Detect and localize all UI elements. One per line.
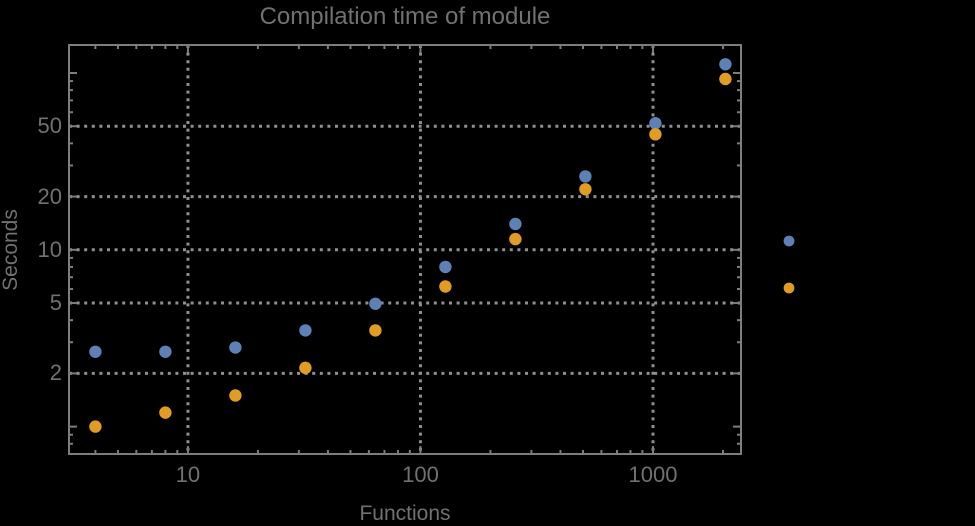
data-point-orange: [89, 420, 102, 433]
chart-title: Compilation time of module: [259, 3, 551, 30]
y-tick-label: 50: [37, 113, 62, 139]
data-point-blue: [439, 260, 452, 274]
x-tick-label: 10: [175, 462, 201, 487]
legend-marker-2: [783, 282, 795, 294]
data-point-blue: [719, 58, 732, 71]
data-point-orange: [369, 324, 382, 337]
x-axis-label: Functions: [359, 502, 451, 525]
data-point-orange: [439, 280, 452, 293]
data-point-orange: [299, 361, 312, 375]
y-tick-label: 5: [49, 290, 62, 316]
data-point-orange: [159, 406, 172, 419]
data-point-blue: [369, 297, 382, 311]
data-point-orange: [719, 72, 732, 86]
y-tick-label: 20: [37, 183, 62, 209]
data-point-blue: [579, 170, 592, 183]
data-point-blue: [159, 345, 172, 358]
data-point-orange: [509, 232, 522, 246]
x-tick-label: 1000: [628, 462, 678, 487]
data-point-orange: [579, 183, 592, 196]
data-point-orange: [229, 389, 242, 402]
x-tick-label: 100: [402, 462, 439, 487]
data-point-blue: [509, 217, 522, 231]
data-point-blue: [89, 345, 102, 358]
legend-marker-1: [783, 235, 795, 247]
data-point-blue: [229, 341, 242, 354]
data-point-orange: [649, 128, 662, 141]
data-point-blue: [649, 117, 662, 130]
y-tick-label: 2: [49, 360, 62, 386]
data-point-blue: [299, 324, 312, 337]
y-tick-label: 10: [37, 236, 62, 262]
